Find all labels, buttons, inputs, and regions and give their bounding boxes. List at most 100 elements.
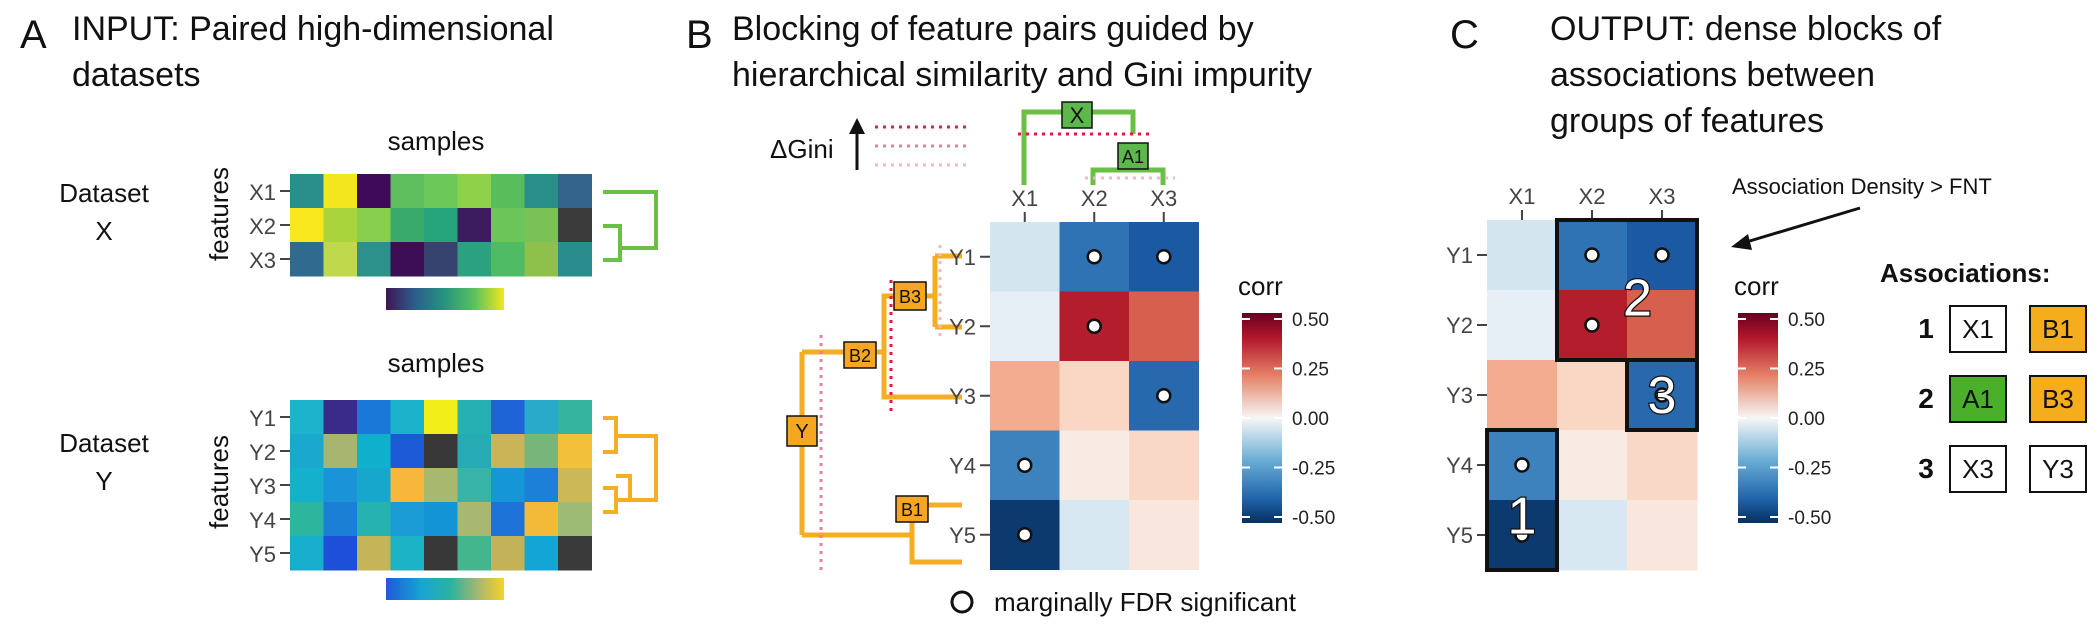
- panel-c-cell: [1487, 220, 1558, 291]
- panel-b: B Blocking of feature pairs guided by hi…: [686, 10, 1335, 617]
- dataset-y-cell: [457, 502, 492, 537]
- panel-b-row-label: Y1: [949, 245, 976, 270]
- node-b3-box: [893, 281, 927, 311]
- association-number: 3: [1918, 453, 1934, 484]
- dataset-y-cell: [323, 434, 358, 469]
- dataset-x-cell: [524, 208, 559, 243]
- node-y-label: Y: [795, 421, 808, 443]
- dataset-x-cell: [457, 242, 492, 277]
- colorbar-x: [386, 288, 504, 310]
- panel-b-col-label: X2: [1081, 186, 1108, 211]
- dataset-y-heatmap: [290, 400, 592, 571]
- dataset-y-cell: [290, 434, 324, 469]
- dataset-y-cell: [457, 400, 492, 435]
- dataset-y-cell: [424, 434, 458, 469]
- panel-b-colorbar-tick-label: 0.25: [1292, 360, 1329, 381]
- dataset-y-cell: [357, 536, 391, 571]
- dataset-y-cell: [290, 400, 324, 435]
- dataset-x-cell: [323, 208, 358, 243]
- density-annotation: Association Density > FNT: [1732, 174, 1992, 199]
- panel-b-colorbar-tick-label: 0.00: [1292, 409, 1329, 430]
- association-y-box: [2029, 305, 2087, 353]
- panel-c-cell: [1627, 500, 1698, 571]
- association-y-box: [2029, 445, 2087, 493]
- panel-a-title-line2: datasets: [72, 56, 201, 94]
- panel-c-cell: [1557, 430, 1628, 501]
- dataset-y-row-labels: Y1 Y2 Y3 Y4 Y5: [249, 406, 290, 567]
- dataset-y-cell: [491, 502, 525, 537]
- dataset-y-cell: [357, 434, 391, 469]
- dataset-y-cell: [323, 468, 358, 503]
- density-arrow-shaft: [1742, 206, 1861, 245]
- panel-b-cell: [1059, 430, 1130, 501]
- density-arrow-head: [1731, 234, 1752, 250]
- samples-label-y: samples: [388, 348, 485, 378]
- block-3-outline: [1625, 358, 1699, 432]
- dataset-x-cell: [390, 242, 425, 277]
- dendrogram-y-345: [616, 474, 632, 502]
- dataset-x-heatmap: [290, 174, 592, 277]
- block-1-outline: [1485, 428, 1559, 572]
- dataset-y-cell: [558, 434, 592, 469]
- panel-c-row-label: Y1: [1446, 243, 1473, 268]
- association-y-label: Y3: [2042, 454, 2074, 484]
- delta-gini-label: ΔGini: [770, 134, 834, 164]
- panel-b-significance-marker: [1017, 527, 1033, 543]
- panel-b-letter: B: [686, 13, 713, 57]
- panel-a: A INPUT: Paired high-dimensional dataset…: [20, 10, 658, 600]
- panel-c: C OUTPUT: dense blocks of associations b…: [1446, 10, 2087, 572]
- panel-c-cell: [1557, 360, 1628, 431]
- dataset-y-row-label: Y4: [249, 508, 276, 533]
- panel-c-colorbar-tick-label: -0.50: [1788, 508, 1831, 529]
- dataset-x-cell: [491, 208, 525, 243]
- association-x-label: X3: [1962, 454, 1994, 484]
- node-x-label: X: [1070, 103, 1085, 128]
- dataset-y-cell: [424, 400, 458, 435]
- dataset-x-cell: [491, 174, 525, 209]
- dataset-y-cell: [390, 536, 425, 571]
- dataset-y-cell: [390, 434, 425, 469]
- association-x-box: [1949, 445, 2007, 493]
- panel-a-letter: A: [20, 13, 47, 57]
- dataset-x-cell: [290, 208, 324, 243]
- dataset-y-cell: [357, 502, 391, 537]
- dataset-x-cell: [357, 174, 391, 209]
- dataset-y-cell: [457, 434, 492, 469]
- panel-c-title-line2: associations between: [1550, 56, 1875, 94]
- panel-b-row-labels: Y1 Y2 Y3 Y4 Y5: [949, 245, 990, 548]
- panel-b-col-label: X3: [1150, 186, 1177, 211]
- dataset-x-row-label: X1: [249, 180, 276, 205]
- panel-c-significance-marker: [1514, 527, 1530, 543]
- dataset-x-cell: [290, 242, 324, 277]
- panel-c-colorbar-tick-label: -0.25: [1788, 459, 1831, 480]
- association-x-box: [1949, 375, 2007, 423]
- panel-b-title-line1: Blocking of feature pairs guided by: [732, 10, 1254, 48]
- dataset-x-line1: Dataset: [59, 178, 149, 208]
- dataset-x-cell: [558, 208, 592, 243]
- node-a1-box: [1117, 142, 1149, 170]
- panel-b-colorbar-title: corr: [1238, 271, 1283, 301]
- dataset-y-cell: [558, 400, 592, 435]
- dataset-y-cell: [457, 468, 492, 503]
- panel-c-significance-marker: [1654, 247, 1670, 263]
- dataset-y-cell: [390, 468, 425, 503]
- node-b2-box: [843, 341, 877, 369]
- panel-b-significance-marker: [1017, 457, 1033, 473]
- dataset-y-cell: [491, 400, 525, 435]
- block-1-label: 1: [1508, 487, 1537, 545]
- dataset-y-cell: [524, 434, 559, 469]
- panel-c-row-label: Y3: [1446, 383, 1473, 408]
- panel-b-cell: [990, 361, 1060, 431]
- dataset-y-cell: [558, 536, 592, 571]
- association-y-label: B3: [2042, 384, 2074, 414]
- node-b1-box: [895, 495, 929, 523]
- panel-b-significance-marker: [1086, 318, 1102, 334]
- dataset-y-cell: [323, 502, 358, 537]
- panel-b-cell: [990, 222, 1060, 292]
- panel-b-cell: [1129, 500, 1199, 570]
- dataset-y-cell: [323, 536, 358, 571]
- panel-c-title-line1: OUTPUT: dense blocks of: [1550, 10, 1942, 48]
- dataset-x-cell: [491, 242, 525, 277]
- dataset-x-cell: [524, 174, 559, 209]
- features-label-y: features: [204, 435, 234, 529]
